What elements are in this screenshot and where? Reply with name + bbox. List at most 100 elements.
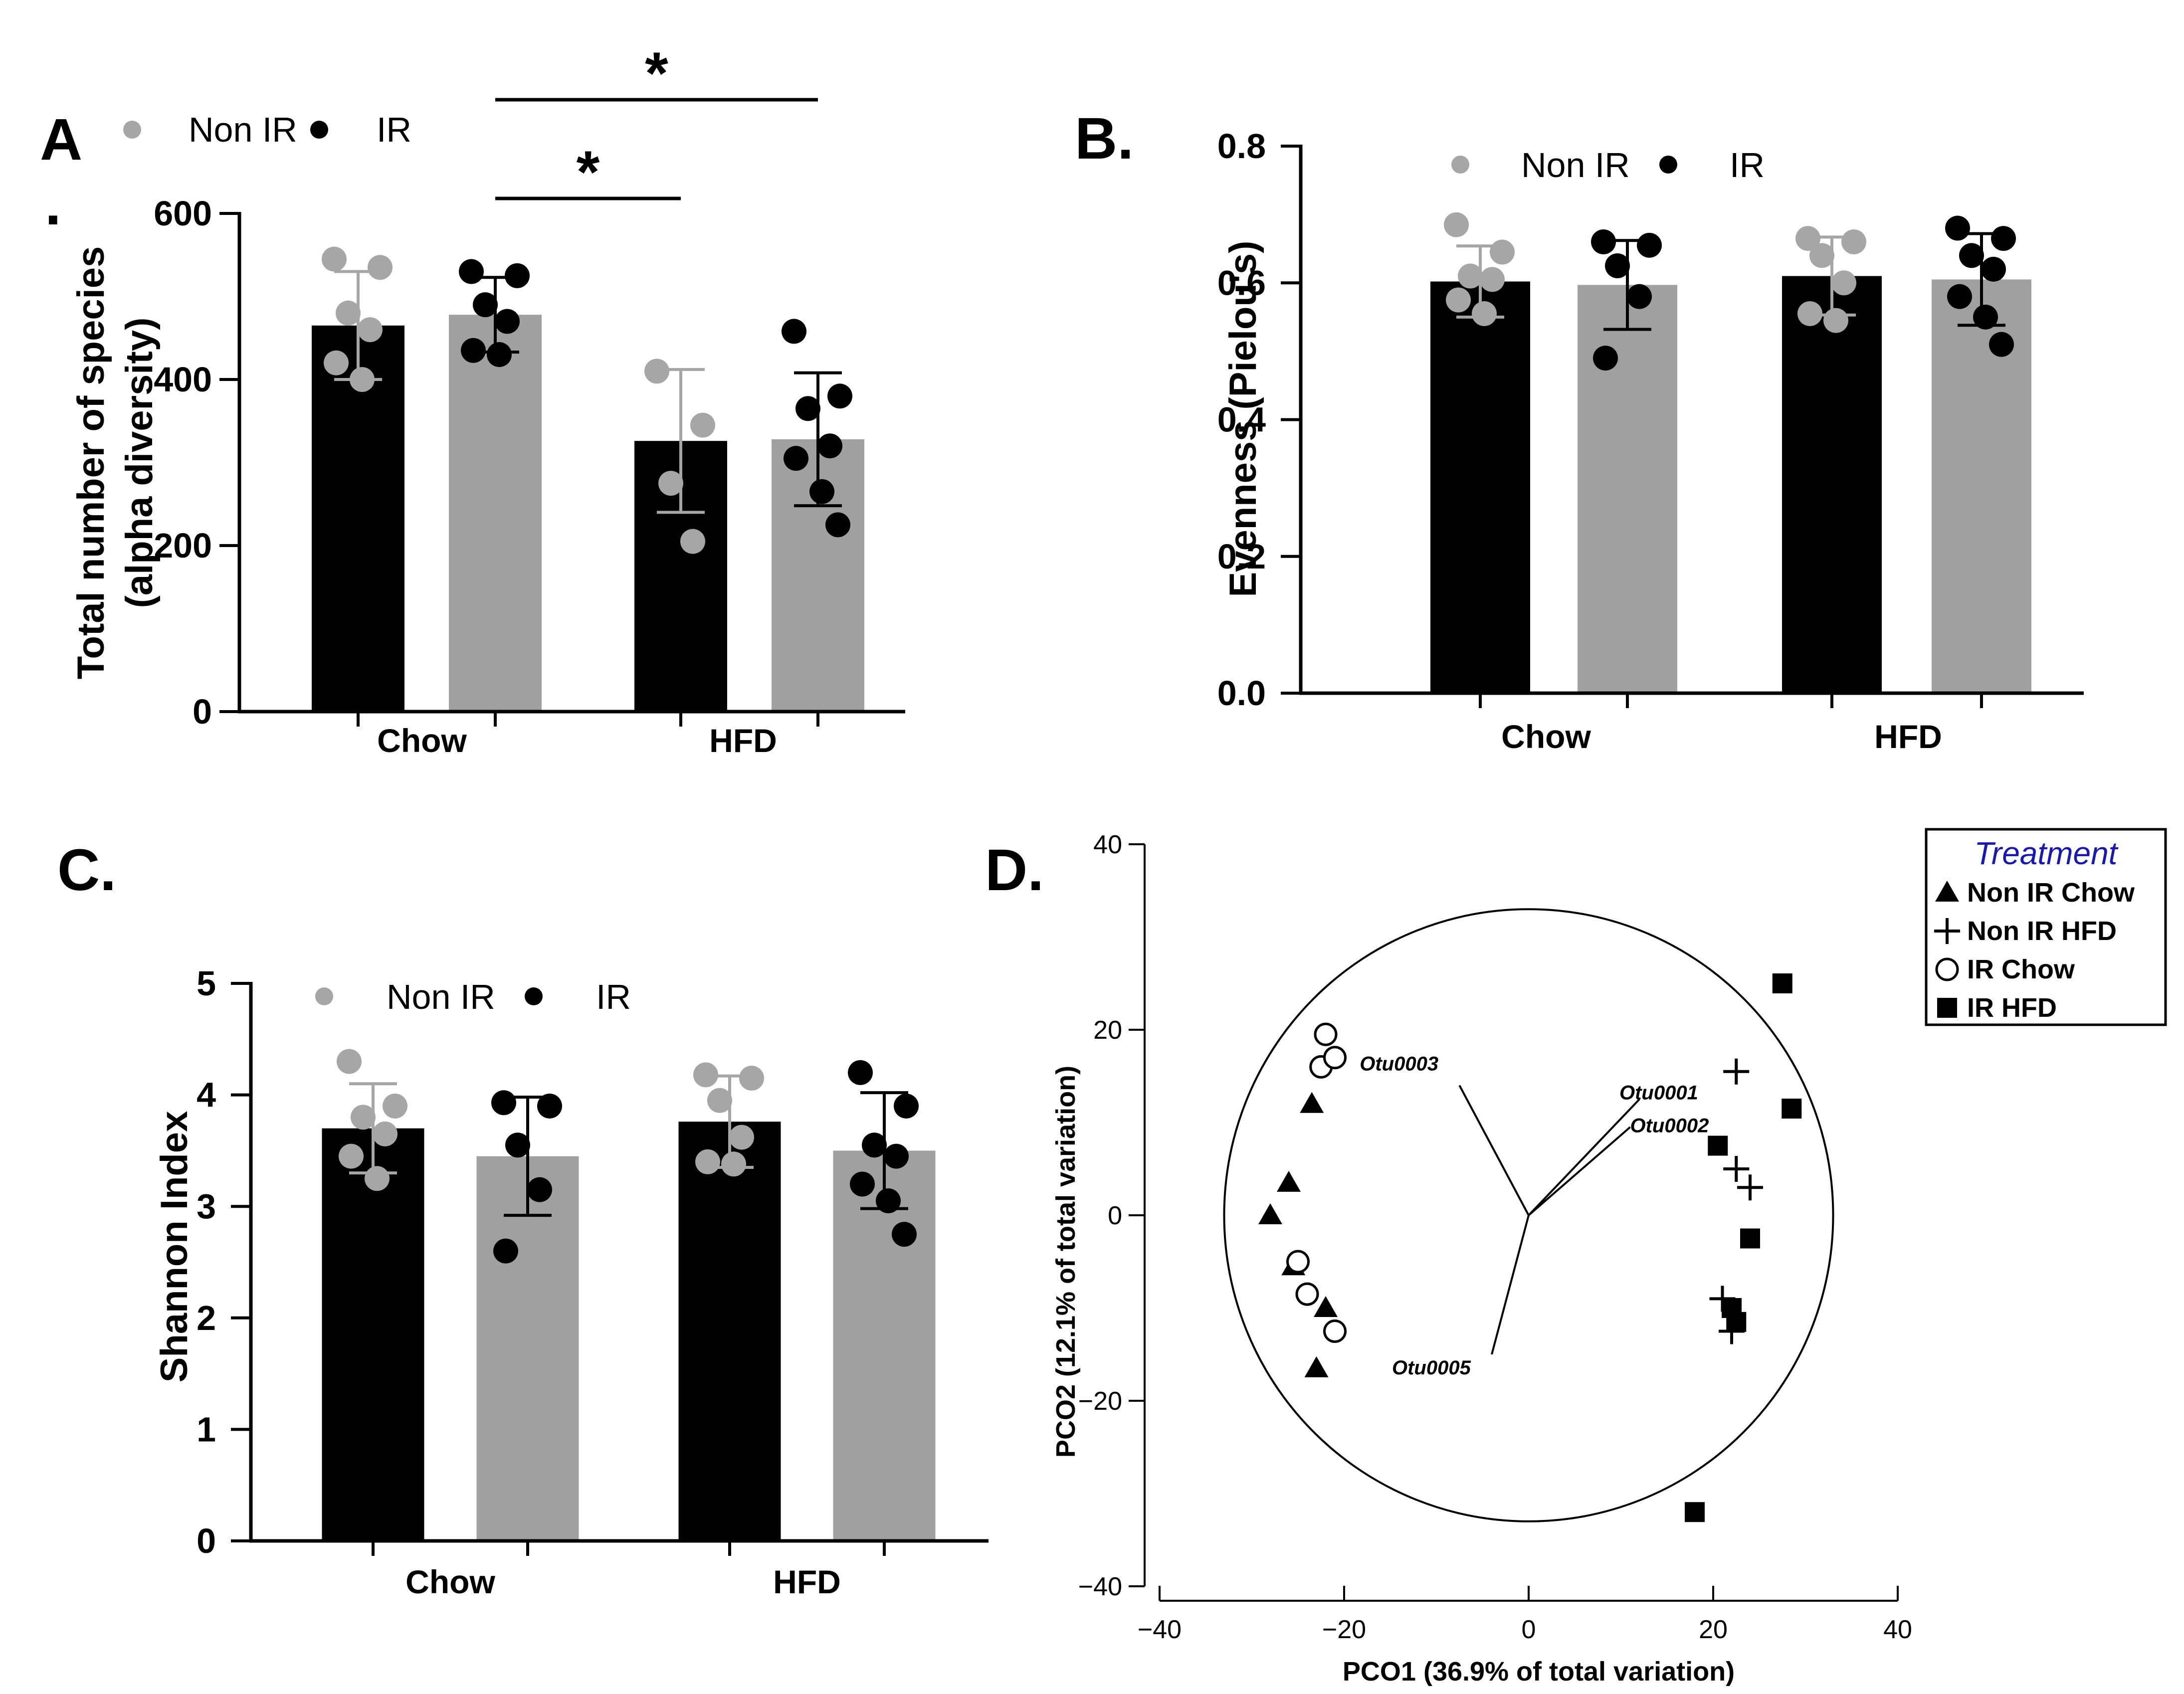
scatter-point: [1685, 1502, 1705, 1522]
panel-label: C.: [57, 837, 116, 903]
data-point: [337, 1049, 362, 1074]
data-point: [795, 396, 820, 421]
panel-d-pco-scatter: D. −40 −20 0 20 40 −40 −20 0 20 40 PCO1 (36.9% of t…: [985, 828, 2167, 1687]
data-point: [493, 1238, 518, 1264]
scatter-point: [1304, 1356, 1329, 1377]
data-point: [505, 1132, 530, 1158]
y-tick-label: 40: [1093, 830, 1122, 859]
data-point: [1593, 346, 1618, 371]
category-label: HFD: [709, 722, 777, 759]
data-point: [729, 1125, 754, 1150]
data-point: [680, 529, 705, 554]
data-point: [322, 246, 347, 272]
data-point: [884, 1143, 909, 1169]
y-tick-label: 3: [197, 1187, 216, 1226]
data-point: [1605, 253, 1630, 278]
data-point: [461, 338, 486, 363]
otu-label: Otu0005: [1392, 1357, 1471, 1379]
legend-marker-ir: [310, 121, 328, 139]
y-tick-label: 0: [197, 1521, 216, 1560]
data-point: [336, 300, 361, 326]
data-point: [848, 1060, 873, 1085]
data-point: [1991, 226, 2016, 251]
data-point: [1959, 243, 1984, 268]
legend-marker-non-ir: [123, 121, 141, 139]
y-tick-label: 4: [197, 1076, 216, 1115]
otu-vector: [1528, 1099, 1640, 1216]
significance-star: *: [645, 40, 668, 107]
x-tick-label: −20: [1322, 1615, 1366, 1644]
x-tick-label: 0: [1522, 1615, 1536, 1644]
legend-marker-ir: [1659, 156, 1677, 174]
data-point: [1831, 270, 1856, 296]
bar: [1782, 276, 1882, 693]
category-label: HFD: [773, 1563, 841, 1600]
y-tick-label: 600: [154, 194, 212, 233]
y-tick-label: −20: [1078, 1387, 1122, 1416]
y-tick-label: 0: [193, 692, 212, 731]
otu-vector: [1458, 1085, 1530, 1216]
data-point: [827, 383, 852, 409]
data-point: [324, 350, 349, 376]
data-point: [358, 317, 383, 343]
data-point: [693, 1062, 718, 1088]
data-point: [1490, 239, 1515, 265]
data-point: [862, 1132, 887, 1158]
bar: [678, 1122, 781, 1541]
data-point: [487, 342, 512, 368]
data-point: [809, 479, 834, 504]
bar: [476, 1156, 579, 1541]
legend-marker: [1937, 998, 1957, 1018]
otu-label: Otu0001: [1619, 1082, 1698, 1104]
data-point: [825, 512, 850, 538]
y-tick-label: 1: [197, 1410, 216, 1449]
data-point: [1480, 267, 1505, 292]
data-point: [739, 1066, 764, 1091]
data-point: [695, 1149, 720, 1174]
data-point: [383, 1093, 407, 1119]
scatter-point: [1314, 1296, 1338, 1317]
scatter-point: [1737, 1174, 1763, 1201]
data-point: [1637, 232, 1662, 258]
data-point: [368, 255, 393, 280]
legend-label: IR HFD: [1967, 993, 2057, 1023]
legend-label: Non IR HFD: [1967, 916, 2117, 946]
y-tick-label: 0: [1108, 1201, 1122, 1230]
scatter-point: [1740, 1228, 1760, 1249]
data-point: [707, 1088, 732, 1113]
bar: [1578, 285, 1677, 693]
data-point: [365, 1166, 390, 1191]
scatter-point: [1258, 1203, 1282, 1224]
x-axis-title: PCO1 (36.9% of total variation): [1343, 1657, 1735, 1687]
data-point: [527, 1177, 552, 1202]
bar: [322, 1128, 424, 1541]
y-tick-label: 20: [1093, 1016, 1122, 1045]
data-point: [1444, 212, 1469, 237]
panel-label: A: [40, 107, 82, 173]
y-axis-title: PCO2 (12.1% of total variation): [1051, 1066, 1081, 1458]
panel-a-bar-chart: A. 0 200 400 600 Chow HFD Total number of speci…: [40, 40, 905, 759]
scatter-point: [1708, 1135, 1728, 1156]
data-point: [1795, 226, 1820, 251]
y-tick-label: 0.2: [1217, 537, 1266, 576]
legend-label: Non IR: [1521, 146, 1630, 185]
x-tick-label: 40: [1883, 1615, 1912, 1644]
legend-marker-ir: [525, 987, 543, 1005]
stray-mark: .: [45, 172, 61, 237]
data-point: [1947, 284, 1972, 309]
data-point: [491, 1090, 516, 1116]
data-point: [351, 1105, 376, 1130]
panel-label: B.: [1075, 106, 1134, 172]
data-point: [1627, 284, 1652, 309]
scatter-point: [1314, 1022, 1338, 1046]
data-point: [876, 1188, 901, 1214]
panel-c-bar-chart: C. 0 1 2 3 4 5 Chow HFD Shannon Index Non IR IR: [57, 837, 989, 1600]
y-tick-label: 0.8: [1217, 127, 1266, 166]
data-point: [537, 1093, 562, 1119]
otu-label: Otu0002: [1630, 1115, 1709, 1136]
otu-vector: [1491, 1215, 1530, 1355]
legend-label: Non IR: [189, 110, 297, 149]
data-point: [1973, 304, 1998, 330]
data-point: [850, 1171, 875, 1197]
